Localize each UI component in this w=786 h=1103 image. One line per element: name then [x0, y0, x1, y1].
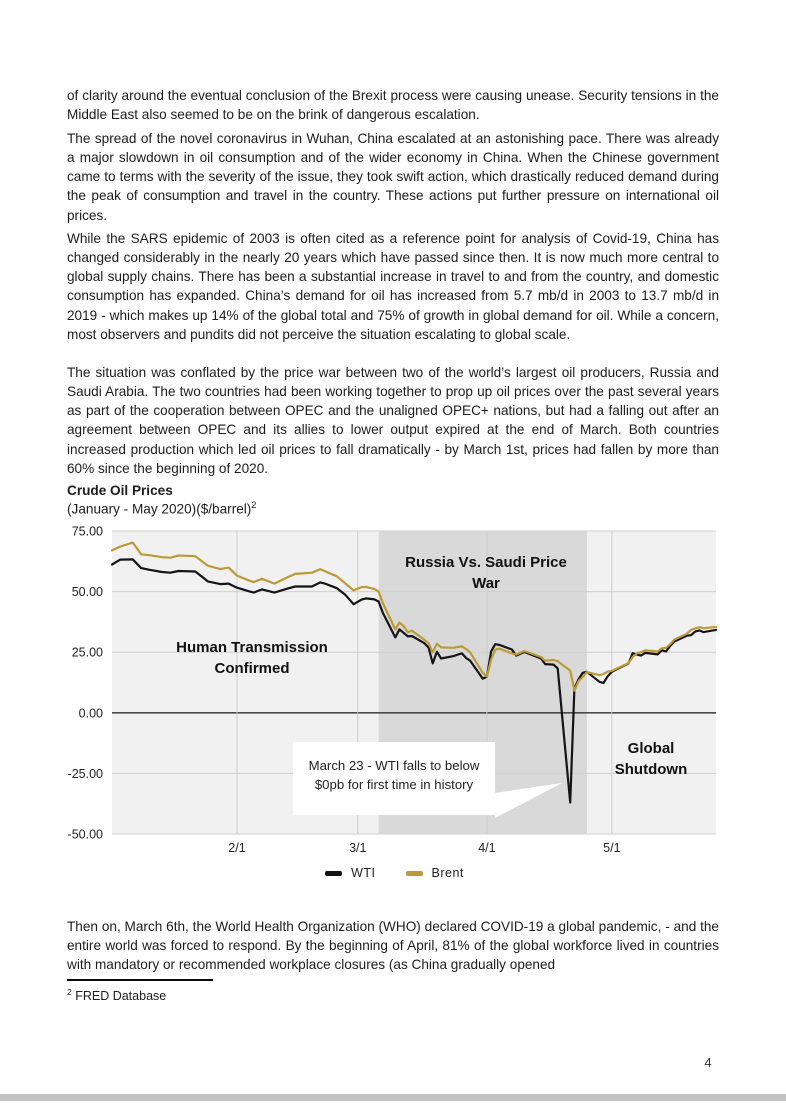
- x-axis-tick-label: 3/1: [349, 841, 366, 855]
- y-axis-tick-label: 50.00: [72, 585, 103, 599]
- legend-item-brent: Brent: [405, 866, 464, 880]
- chart-subtitle-footnote-marker: 2: [251, 500, 257, 510]
- y-axis-tick-label: -50.00: [68, 828, 103, 842]
- callout-march-23: March 23 - WTI falls to below $0pb for f…: [308, 758, 480, 792]
- footnote: 2 FRED Database: [67, 987, 166, 1003]
- x-axis-tick-label: 4/1: [478, 841, 495, 855]
- body-paragraph: The spread of the novel coronavirus in W…: [67, 130, 719, 223]
- body-paragraph: of clarity around the eventual conclusio…: [67, 87, 719, 122]
- footnote-marker: 2: [67, 987, 72, 997]
- body-paragraph: Then on, March 6th, the World Health Org…: [67, 918, 719, 973]
- y-axis-tick-label: 75.00: [72, 525, 103, 539]
- legend-label-brent: Brent: [431, 866, 464, 880]
- annotation-human-transmission: Human Transmission Confirmed: [176, 639, 328, 677]
- page-number: 4: [704, 1055, 712, 1070]
- annotation-global-shutdown: Global Shutdown: [614, 740, 688, 778]
- chart-subtitle-text: (January - May 2020)($/barrel): [67, 501, 252, 517]
- body-paragraph: The situation was conflated by the price…: [67, 364, 719, 477]
- x-axis-tick-label: 2/1: [228, 841, 245, 855]
- body-paragraph: While the SARS epidemic of 2003 is often…: [67, 230, 719, 343]
- legend-label-wti: WTI: [351, 866, 376, 880]
- x-axis-tick-label: 5/1: [603, 841, 620, 855]
- y-axis-tick-label: 25.00: [72, 646, 103, 660]
- y-axis-tick-label: -25.00: [68, 767, 103, 781]
- footnote-text: FRED Database: [71, 989, 167, 1004]
- wti-line-swatch: [325, 870, 343, 876]
- brent-line-swatch: [405, 870, 423, 876]
- annotation-price-war: Russia Vs. Saudi Price War: [405, 554, 567, 592]
- footnote-divider: [67, 979, 213, 981]
- y-axis-tick-label: 0.00: [79, 706, 103, 720]
- page-edge-bar: [0, 1094, 786, 1101]
- legend-item-wti: WTI: [325, 866, 375, 880]
- chart-legend: WTI Brent: [112, 866, 677, 880]
- callout-pointer: [495, 783, 562, 818]
- chart-subtitle: (January - May 2020)($/barrel)2: [67, 500, 256, 517]
- chart-title: Crude Oil Prices: [67, 483, 173, 498]
